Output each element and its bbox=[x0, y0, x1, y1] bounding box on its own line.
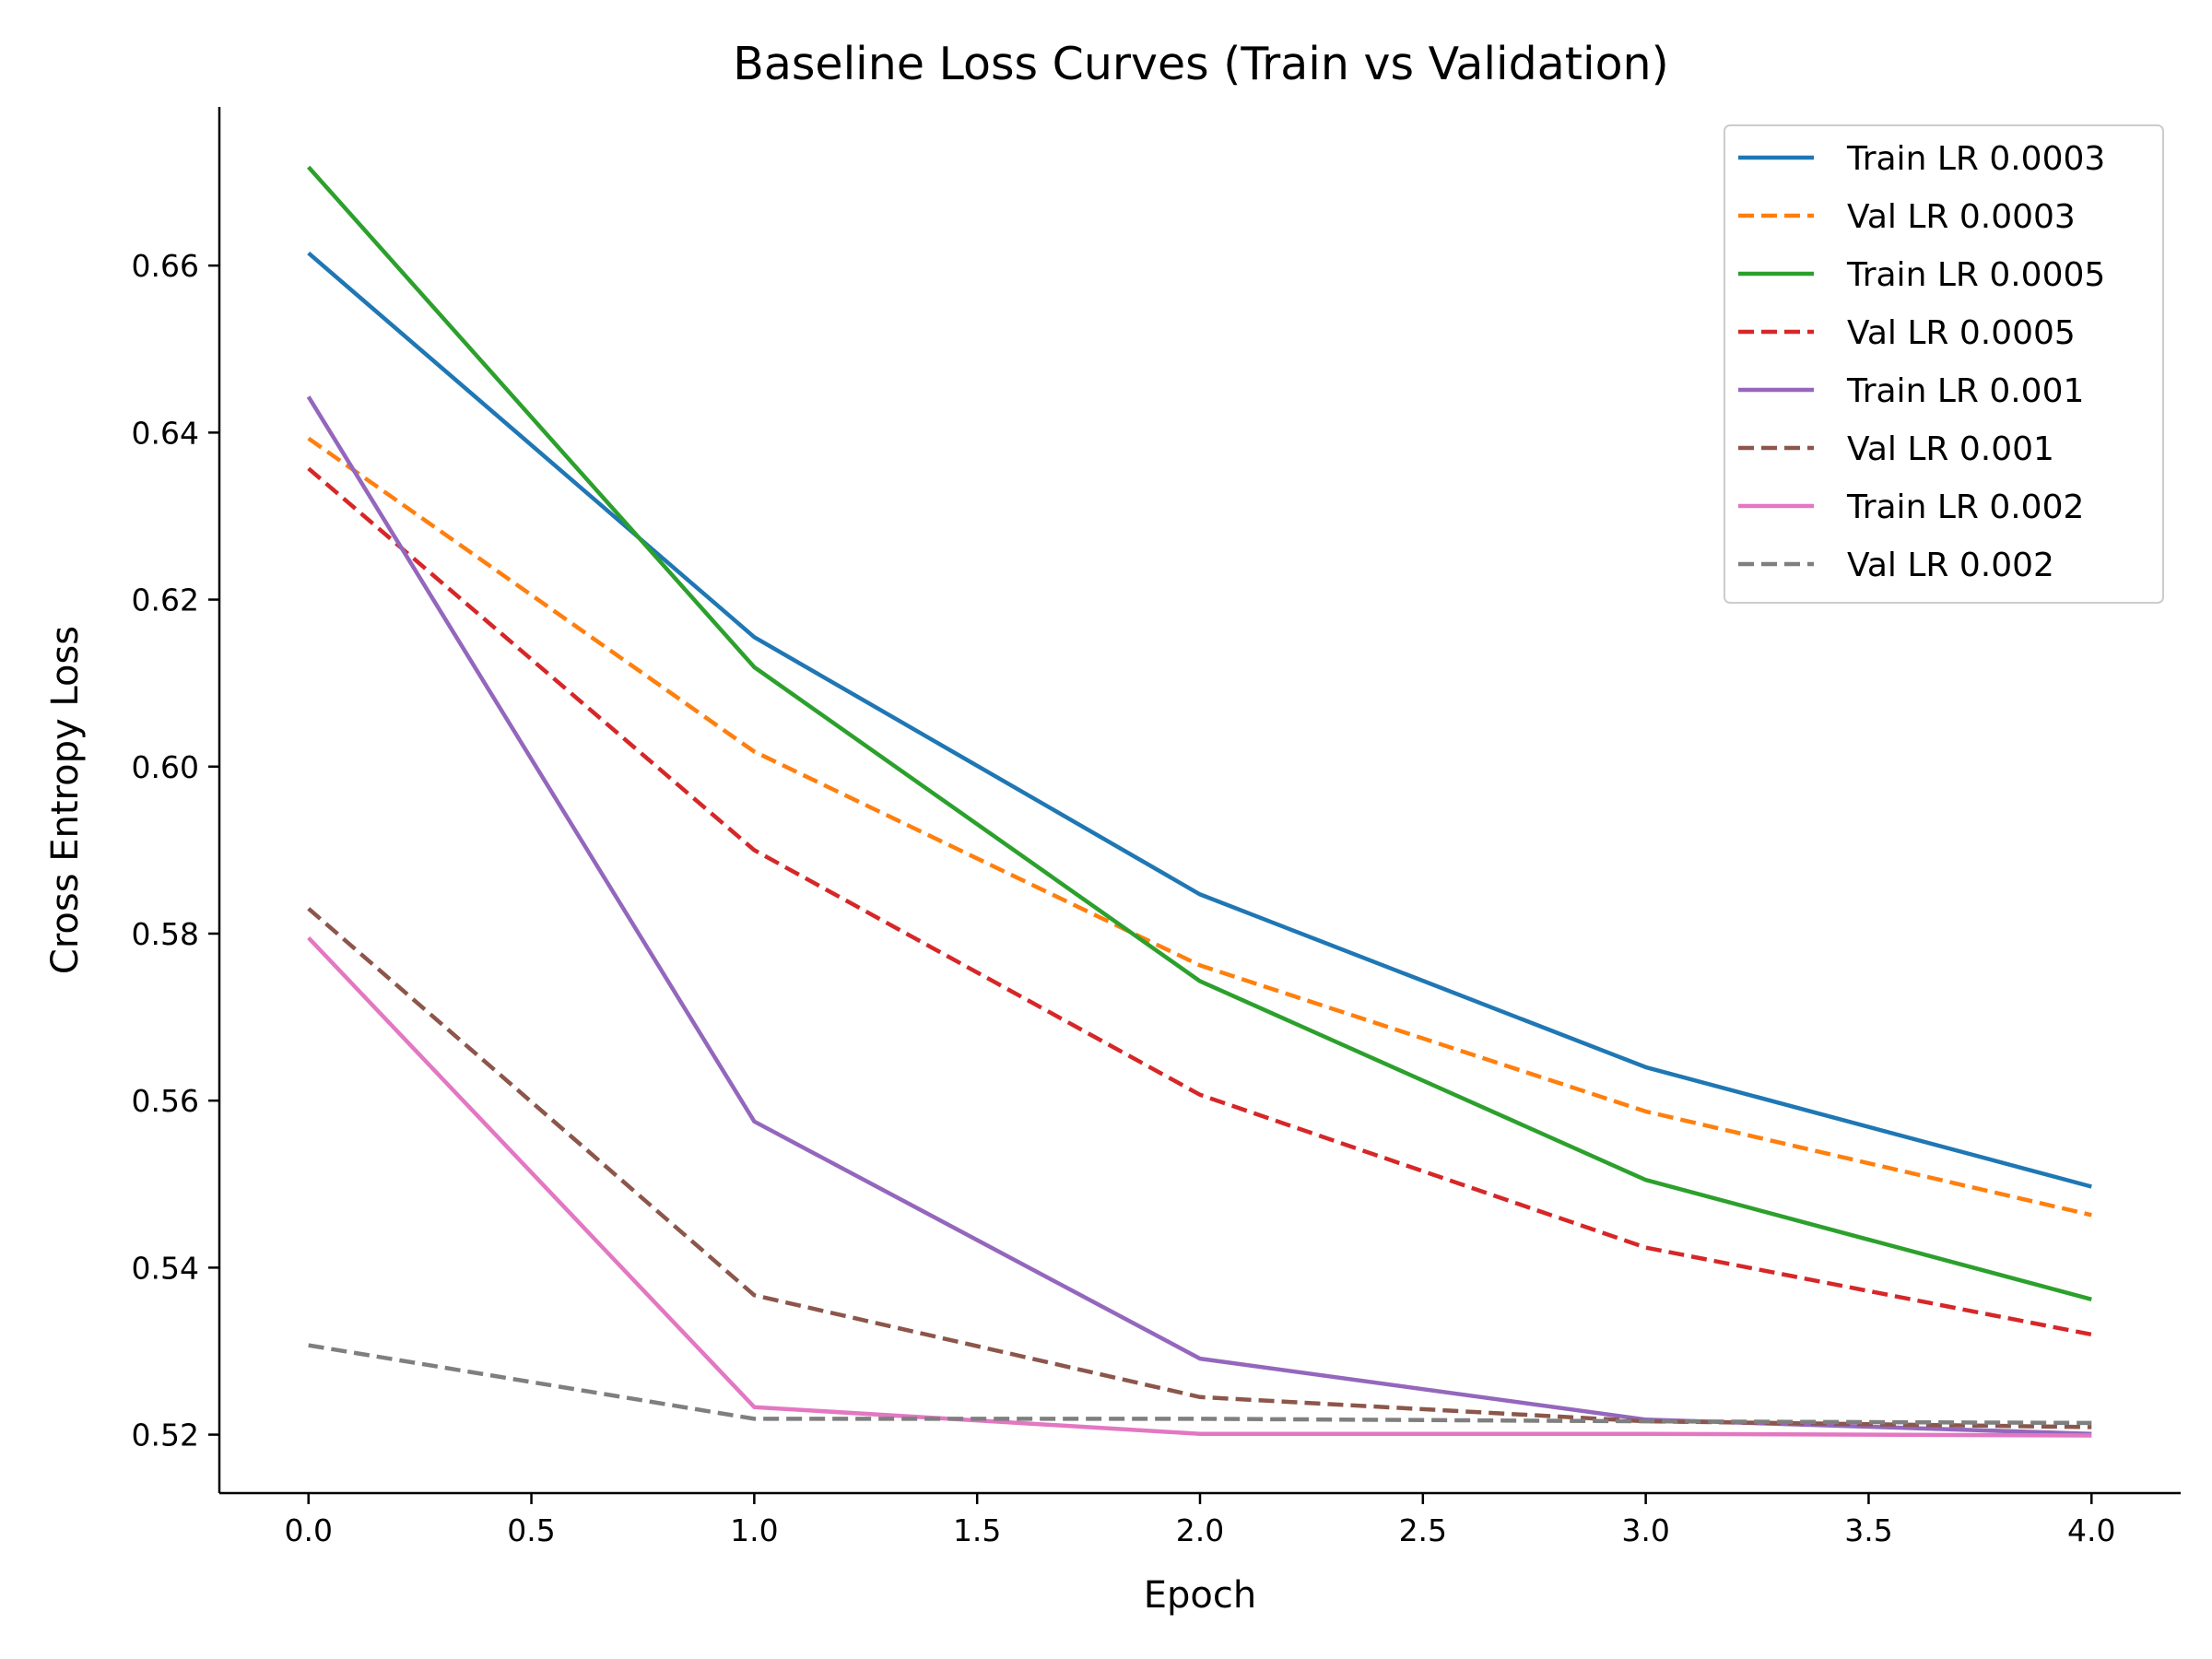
x-tick-label: 0.0 bbox=[284, 1512, 332, 1548]
plot-area: 0.0 0.5 1.0 1.5 2.0 2.5 3.0 3.5 4.0 0.52 0.54 0.56… bbox=[132, 107, 2181, 1548]
x-tick-label: 1.0 bbox=[730, 1512, 778, 1548]
legend: Train LR 0.0003 Val LR 0.0003 Train LR 0.0… bbox=[1724, 124, 2164, 604]
x-tick-label: 3.0 bbox=[1621, 1512, 1669, 1548]
legend-label: Train LR 0.0003 bbox=[1846, 140, 2105, 178]
chart-title: Baseline Loss Curves (Train vs Validatio… bbox=[733, 38, 1668, 90]
series-line-4 bbox=[307, 466, 2092, 1337]
y-tick-label: 0.66 bbox=[132, 248, 199, 284]
legend-items: Train LR 0.0003 Val LR 0.0003 Train LR 0.0… bbox=[1738, 140, 2105, 584]
y-tick-label: 0.60 bbox=[132, 749, 199, 785]
legend-label: Val LR 0.001 bbox=[1847, 430, 2054, 468]
legend-label: Val LR 0.0003 bbox=[1847, 198, 2076, 236]
x-tick-label: 2.0 bbox=[1176, 1512, 1224, 1548]
series-line-1 bbox=[307, 251, 2092, 1189]
legend-label: Train LR 0.001 bbox=[1846, 372, 2084, 410]
y-tick-label: 0.56 bbox=[132, 1083, 199, 1119]
series-line-2 bbox=[307, 436, 2092, 1218]
x-tick-label: 1.5 bbox=[953, 1512, 1001, 1548]
legend-label: Val LR 0.002 bbox=[1847, 547, 2054, 584]
series-lines bbox=[306, 165, 2092, 1438]
y-tick-label: 0.62 bbox=[132, 582, 199, 618]
series-line-7 bbox=[307, 935, 2092, 1438]
y-tick-label: 0.58 bbox=[132, 916, 199, 952]
x-ticks: 0.0 0.5 1.0 1.5 2.0 2.5 3.0 3.5 4.0 bbox=[284, 1493, 2116, 1548]
x-axis-title: Epoch bbox=[1144, 1574, 1256, 1617]
legend-box bbox=[1724, 124, 2164, 604]
series-line-3 bbox=[307, 165, 2092, 1301]
x-tick-label: 0.5 bbox=[507, 1512, 555, 1548]
series-line-8 bbox=[308, 1343, 2092, 1426]
y-tick-label: 0.64 bbox=[132, 415, 199, 451]
y-ticks: 0.52 0.54 0.56 0.58 0.60 0.62 0.64 0.66 bbox=[132, 248, 219, 1453]
series-line-6 bbox=[307, 907, 2092, 1430]
x-tick-label: 2.5 bbox=[1399, 1512, 1447, 1548]
y-tick-label: 0.54 bbox=[132, 1250, 199, 1286]
legend-label: Val LR 0.0005 bbox=[1847, 314, 2076, 352]
x-tick-label: 3.5 bbox=[1844, 1512, 1892, 1548]
y-axis-title: Cross Entropy Loss bbox=[44, 626, 87, 974]
y-tick-label: 0.52 bbox=[132, 1418, 199, 1453]
legend-label: Train LR 0.0005 bbox=[1846, 256, 2105, 294]
x-tick-label: 4.0 bbox=[2067, 1512, 2115, 1548]
legend-label: Train LR 0.002 bbox=[1846, 488, 2084, 526]
